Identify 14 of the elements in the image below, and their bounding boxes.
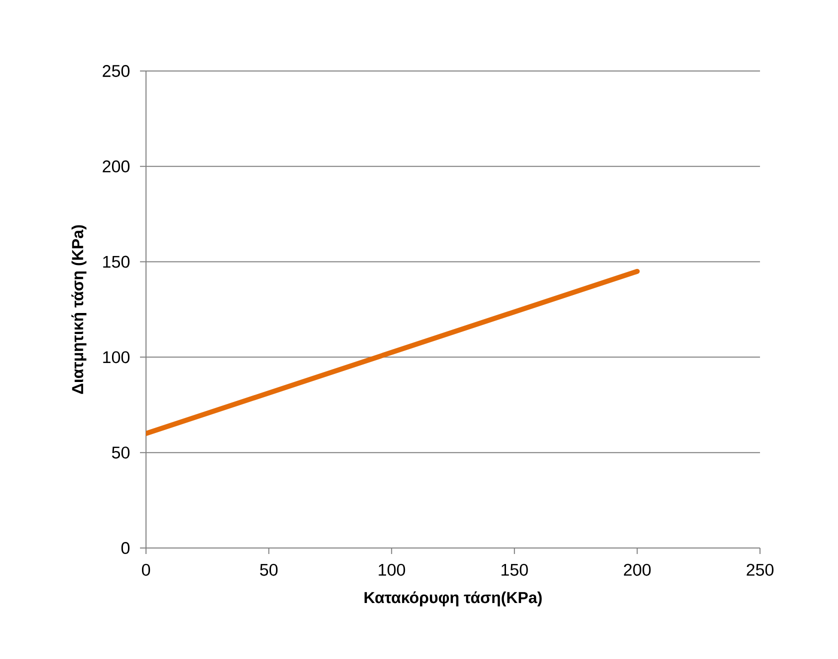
x-tick-label: 0 [142, 564, 150, 576]
y-tick-label: 50 [112, 446, 130, 459]
y-tick-label: 150 [103, 256, 130, 268]
x-tick-label: 200 [624, 564, 651, 576]
y-tick-label: 100 [103, 351, 130, 364]
x-tick-label: 100 [378, 564, 406, 576]
y-tick-label: 200 [102, 160, 130, 172]
y-tick-label: 0 [121, 542, 130, 554]
y-axis-title: Διατμητική τάση (KPa) [71, 225, 86, 394]
x-axis-title: Κατακόρυφη τάση(KPa) [364, 591, 542, 606]
x-tick-label: 250 [746, 564, 774, 576]
y-tick-label: 250 [102, 64, 130, 77]
x-tick-label: 50 [260, 564, 278, 576]
x-tick-label: 150 [502, 564, 528, 576]
